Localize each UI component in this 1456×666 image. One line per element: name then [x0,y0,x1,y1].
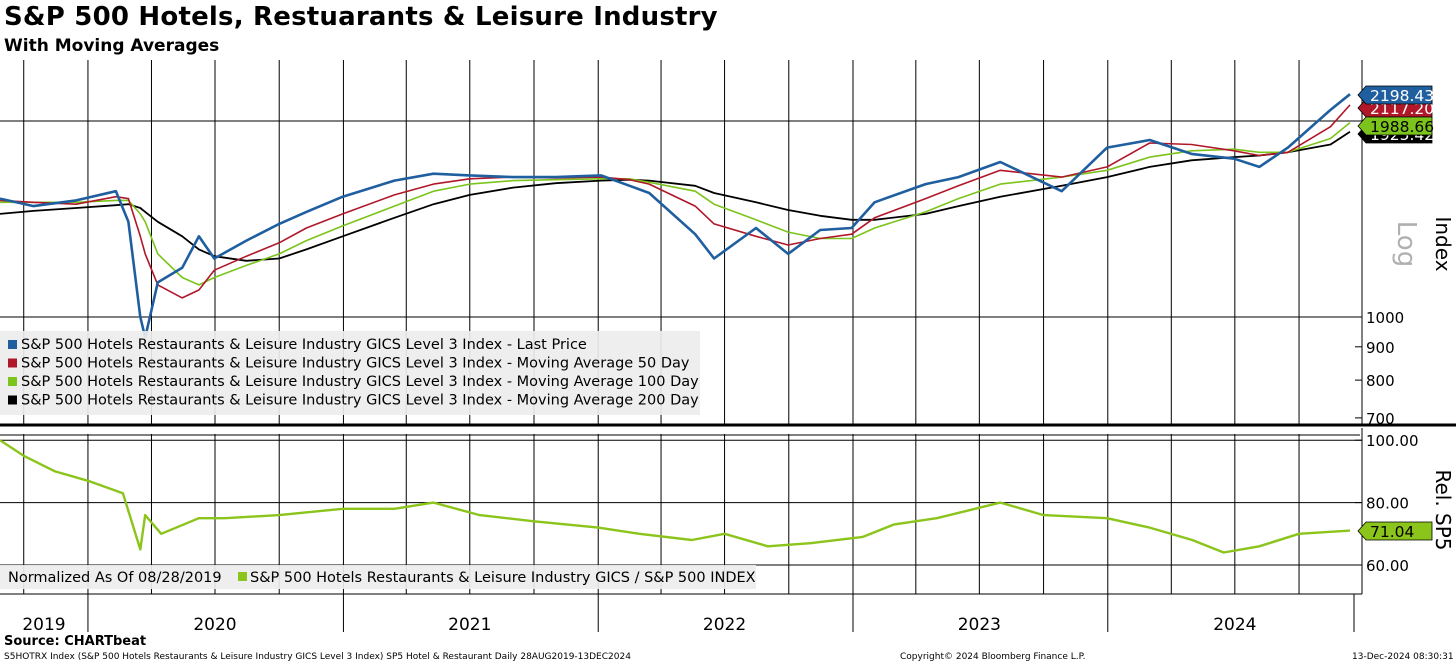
legend-label: S&P 500 Hotels Restaurants & Leisure Ind… [21,393,699,409]
page-subtitle: With Moving Averages [4,36,220,56]
legend-swatch [8,340,17,349]
footer-copyright: Copyright© 2024 Bloomberg Finance L.P. [900,652,1086,662]
end-label-relative: 71.04 [1370,523,1414,541]
y-tick-label: 800 [1366,372,1395,390]
x-tick-label: 2021 [448,615,491,635]
upper-y-axis-title: Index [1431,216,1455,271]
log-scale-label: Log [1391,221,1421,267]
y-tick-label: 900 [1366,339,1395,357]
x-tick-label: 2022 [703,615,746,635]
x-tick-label: 2023 [958,615,1001,635]
legend-box [0,331,700,415]
axes: 700 800 900 1000 60.00 80.00 100.00 Index Log Rel… [0,60,1455,635]
page-title: S&P 500 Hotels, Restuarants & Leisure In… [4,2,718,32]
end-label-last-price-bg [1357,85,1433,105]
grid-layer [0,60,1456,594]
upper-panel [0,93,1351,339]
legend-label: S&P 500 Hotels Restaurants & Leisure Ind… [250,570,756,586]
normalized-label: Normalized As Of 08/28/2019 [8,570,222,586]
legend-label: S&P 500 Hotels Restaurants & Leisure Ind… [21,356,690,372]
x-tick-label: 2019 [22,615,65,635]
legend: S&P 500 Hotels Restaurants & Leisure Ind… [0,331,756,589]
series-relative-line [0,439,1351,554]
y-tick-label: 80.00 [1366,495,1409,513]
series-ma100-line [0,121,1351,286]
footer-timestamp: 13-Dec-2024 08:30:31 [1352,652,1454,662]
series-ma50-line [0,104,1351,299]
series-last-price-line [0,93,1351,339]
end-label-relative-bg [1357,521,1433,541]
x-tick-label: 2020 [193,615,236,635]
source-note: Source: CHARTbeat [4,634,147,649]
end-label-ma100: 1988.66 [1370,118,1434,136]
footer-description: S5HOTRX Index (S&P 500 Hotels Restaurant… [4,652,631,662]
lower-legend-box [0,565,756,589]
legend-label: S&P 500 Hotels Restaurants & Leisure Ind… [21,374,699,390]
end-label-last-price: 2198.43 [1370,87,1434,105]
y-tick-label: 1000 [1366,309,1404,327]
legend-swatch [238,572,247,581]
y-tick-label: 60.00 [1366,557,1409,575]
y-tick-label: 700 [1366,410,1395,428]
legend-swatch [8,395,17,405]
lower-y-axis-title: Rel. SP5 [1431,469,1455,550]
y-tick-label: 100.00 [1366,432,1419,450]
end-label-ma100-bg [1357,116,1433,136]
end-label-ma50: 2117.20 [1370,100,1434,118]
legend-swatch [8,358,17,368]
legend-swatch [8,377,17,386]
lower-panel [0,439,1351,554]
legend-label: S&P 500 Hotels Restaurants & Leisure Ind… [21,337,587,353]
x-tick-label: 2024 [1213,615,1256,635]
